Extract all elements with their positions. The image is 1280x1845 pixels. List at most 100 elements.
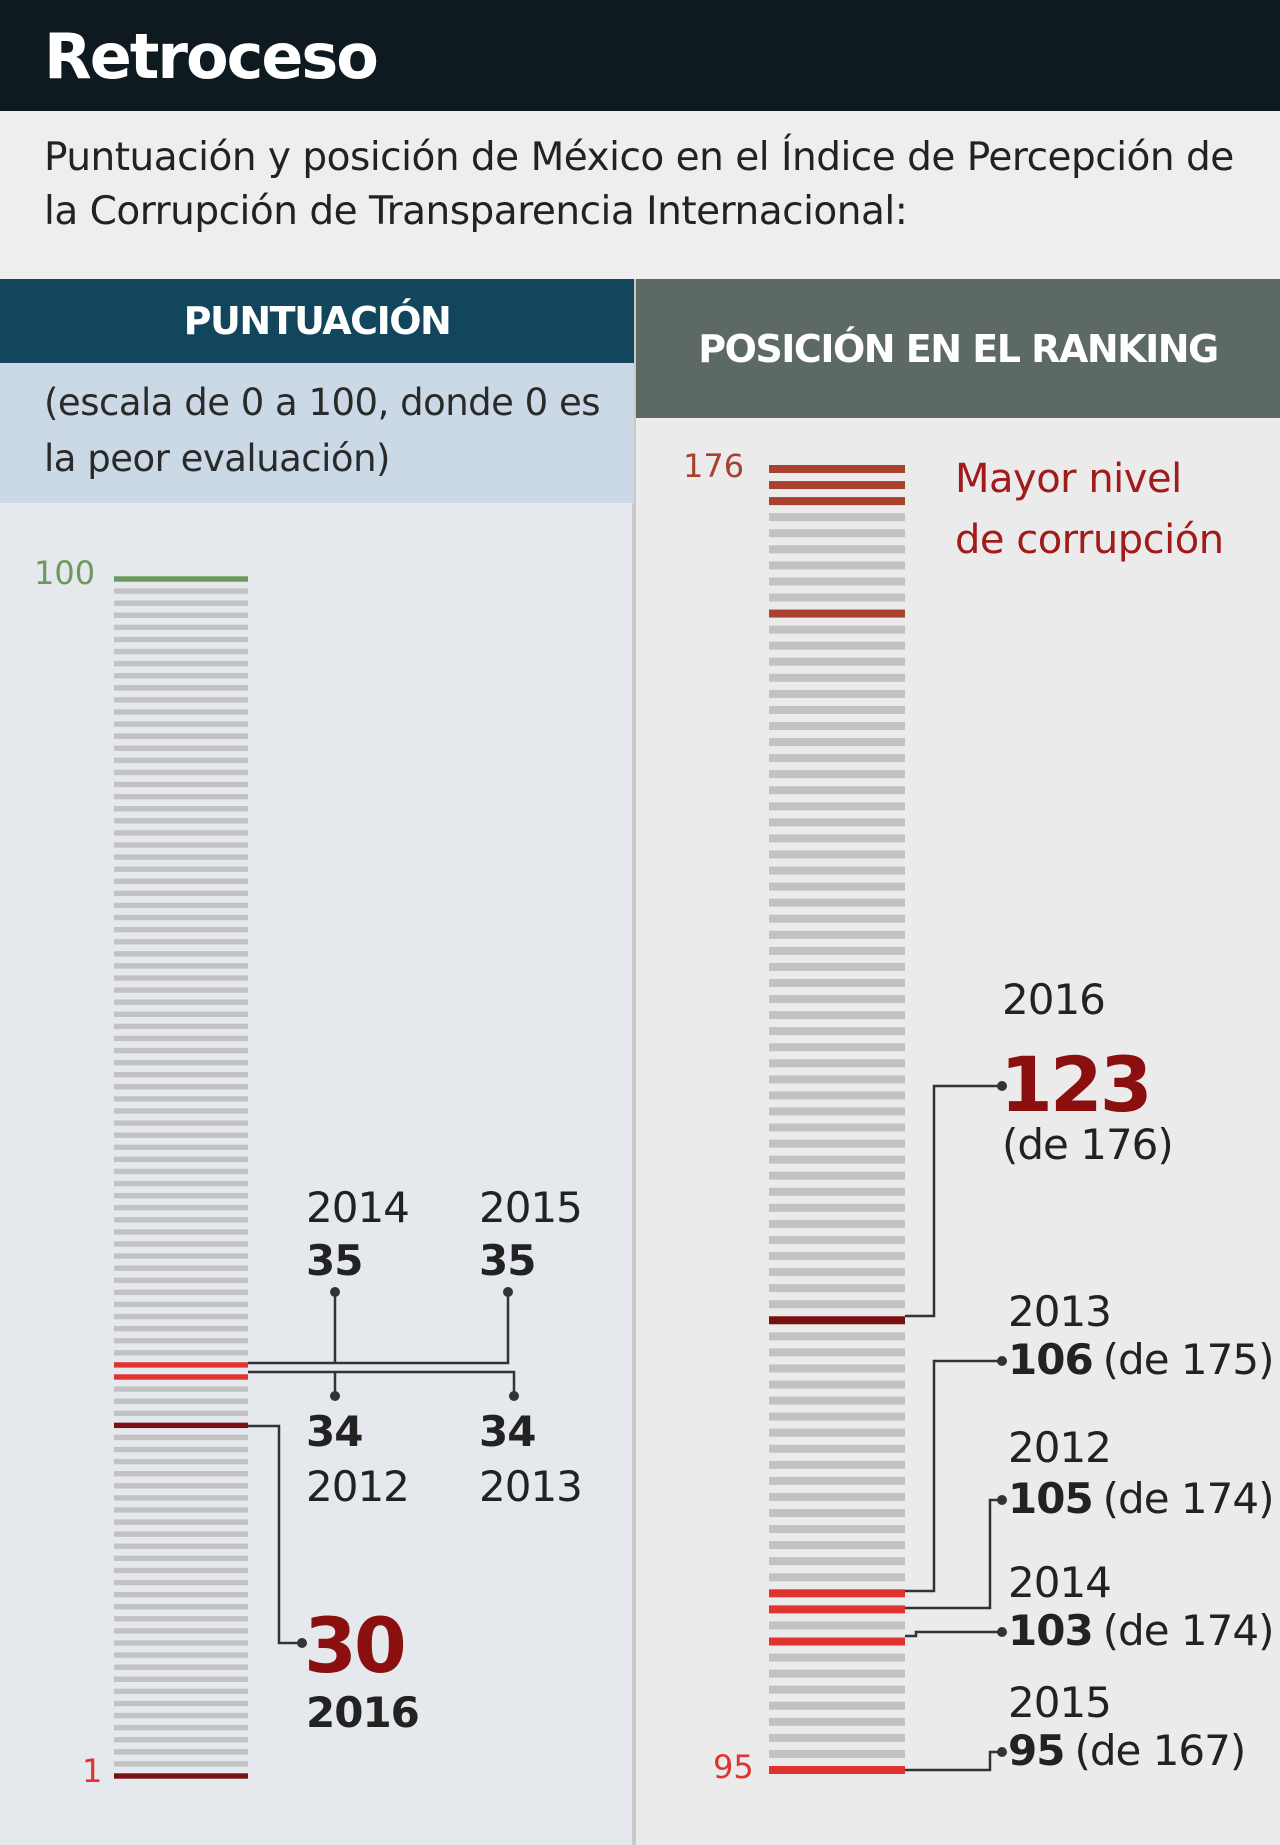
rank-bar-126 (769, 1268, 905, 1277)
score-bar-18 (114, 1567, 248, 1574)
score-bar-64 (114, 1011, 248, 1017)
rank-bar-143 (769, 995, 905, 1004)
score-max-tick: 100 (34, 554, 95, 592)
rank-bar-148 (769, 914, 905, 923)
dot-rank-2012 (997, 1495, 1007, 1505)
rank-bar-157 (769, 770, 905, 779)
rank-bar-174 (769, 497, 905, 506)
score-bar-7 (114, 1700, 248, 1707)
rank-bar-100 (769, 1685, 905, 1694)
rank-bar-158 (769, 754, 905, 763)
score-bar-34-highlight (114, 1374, 248, 1380)
rank-bar-118 (769, 1396, 905, 1405)
score-header-label: PUNTUACIÓN (183, 299, 452, 343)
rank-bar-113 (769, 1476, 905, 1485)
rank-line-2015: 95 (de 167) (1008, 1726, 1245, 1775)
score-year-2012: 2012 (306, 1462, 409, 1511)
rank-connector-dots (997, 1081, 1007, 1757)
rank-bar-155 (769, 802, 905, 811)
rank-bar-99 (769, 1701, 905, 1710)
connector-rank-2015 (905, 1750, 1002, 1772)
rank-bar-101 (769, 1669, 905, 1678)
score-bar-52 (114, 1156, 248, 1163)
score-bar-99 (114, 588, 248, 594)
score-value-2016: 30 (304, 1601, 404, 1690)
rank-value-2015: 95 (1008, 1726, 1064, 1775)
rank-bar-173 (769, 513, 905, 522)
score-bar-75 (114, 878, 248, 884)
connector-rank-2014 (905, 1630, 1002, 1638)
score-bar-20 (114, 1543, 248, 1549)
score-bar-55 (114, 1120, 248, 1126)
score-bar-86 (114, 745, 248, 751)
rank-bar-119 (769, 1380, 905, 1389)
score-bar-22 (114, 1519, 248, 1525)
rank-bar-154 (769, 818, 905, 827)
dot-2014 (330, 1287, 340, 1297)
score-bar-84 (114, 769, 248, 776)
score-header: PUNTUACIÓN (0, 279, 634, 363)
score-bar-50 (114, 1180, 248, 1187)
rank-year-2013: 2013 (1008, 1287, 1111, 1336)
score-bar-5 (114, 1724, 248, 1731)
rank-bar-112 (769, 1492, 905, 1501)
title-bar: Retroceso (0, 0, 1280, 111)
rank-bar-135 (769, 1123, 905, 1132)
score-bar-78 (114, 842, 248, 848)
score-subheader-text: (escala de 0 a 100, donde 0 es la peor e… (44, 381, 601, 480)
score-bar-65 (114, 999, 248, 1005)
score-bar-90 (114, 697, 248, 703)
rank-year-2016: 2016 (1002, 975, 1105, 1024)
rank-bar-156 (769, 786, 905, 795)
rank-bar-133 (769, 1155, 905, 1164)
score-bar-58 (114, 1084, 248, 1090)
dot-rank-2016 (997, 1081, 1007, 1091)
rank-bar-123-highlight (769, 1316, 905, 1325)
score-bar-4 (114, 1737, 248, 1743)
rank-bar-176 (769, 465, 905, 473)
rank-bar-132 (769, 1171, 905, 1180)
score-bar-51 (114, 1168, 248, 1175)
rank-bar-110 (769, 1525, 905, 1534)
score-value-2015: 35 (479, 1236, 535, 1285)
rank-connectors (905, 1084, 1002, 1772)
score-bar-19 (114, 1555, 248, 1562)
ranking-header-label: POSICIÓN EN EL RANKING (698, 327, 1219, 371)
score-bar-96 (114, 624, 248, 631)
connector-rank-2016 (905, 1084, 1002, 1318)
score-bar-67 (114, 975, 248, 981)
score-bar-43 (114, 1265, 248, 1271)
rank-bar-160 (769, 721, 905, 730)
score-bar-28 (114, 1446, 248, 1453)
score-bar-54 (114, 1132, 248, 1138)
dot-2016 (297, 1638, 307, 1648)
rank-bar-98 (769, 1717, 905, 1726)
rank-of-2012: (de 174) (1103, 1474, 1274, 1523)
score-bar-46 (114, 1229, 248, 1235)
intro-text: Puntuación y posición de México en el Ín… (44, 135, 1234, 234)
rank-year-2014: 2014 (1008, 1558, 1111, 1607)
rank-bar-147 (769, 930, 905, 939)
rank-bar-142 (769, 1011, 905, 1020)
intro-section: Puntuación y posición de México en el Ín… (0, 111, 1280, 279)
score-bar-71 (114, 926, 248, 933)
score-bar-36 (114, 1350, 248, 1356)
rank-value-2016: 123 (1000, 1040, 1150, 1129)
rank-bar-153 (769, 834, 905, 843)
score-bar-76 (114, 866, 248, 872)
score-bar-33 (114, 1386, 248, 1392)
dot-rank-2013 (997, 1356, 1007, 1366)
rank-bar-168 (769, 593, 905, 602)
score-bar-38 (114, 1325, 248, 1332)
rank-bar-95-highlight (769, 1766, 905, 1774)
rank-bar-127 (769, 1252, 905, 1261)
score-bar-15 (114, 1604, 248, 1610)
score-bar-70 (114, 939, 248, 945)
connector-2012-2013 (248, 1370, 516, 1396)
dot-2012 (330, 1391, 340, 1401)
rank-bar-150 (769, 882, 905, 891)
score-bar-66 (114, 987, 248, 993)
rank-of-2015: (de 167) (1074, 1726, 1245, 1775)
score-bar-47 (114, 1217, 248, 1223)
rank-bar-121 (769, 1348, 905, 1357)
